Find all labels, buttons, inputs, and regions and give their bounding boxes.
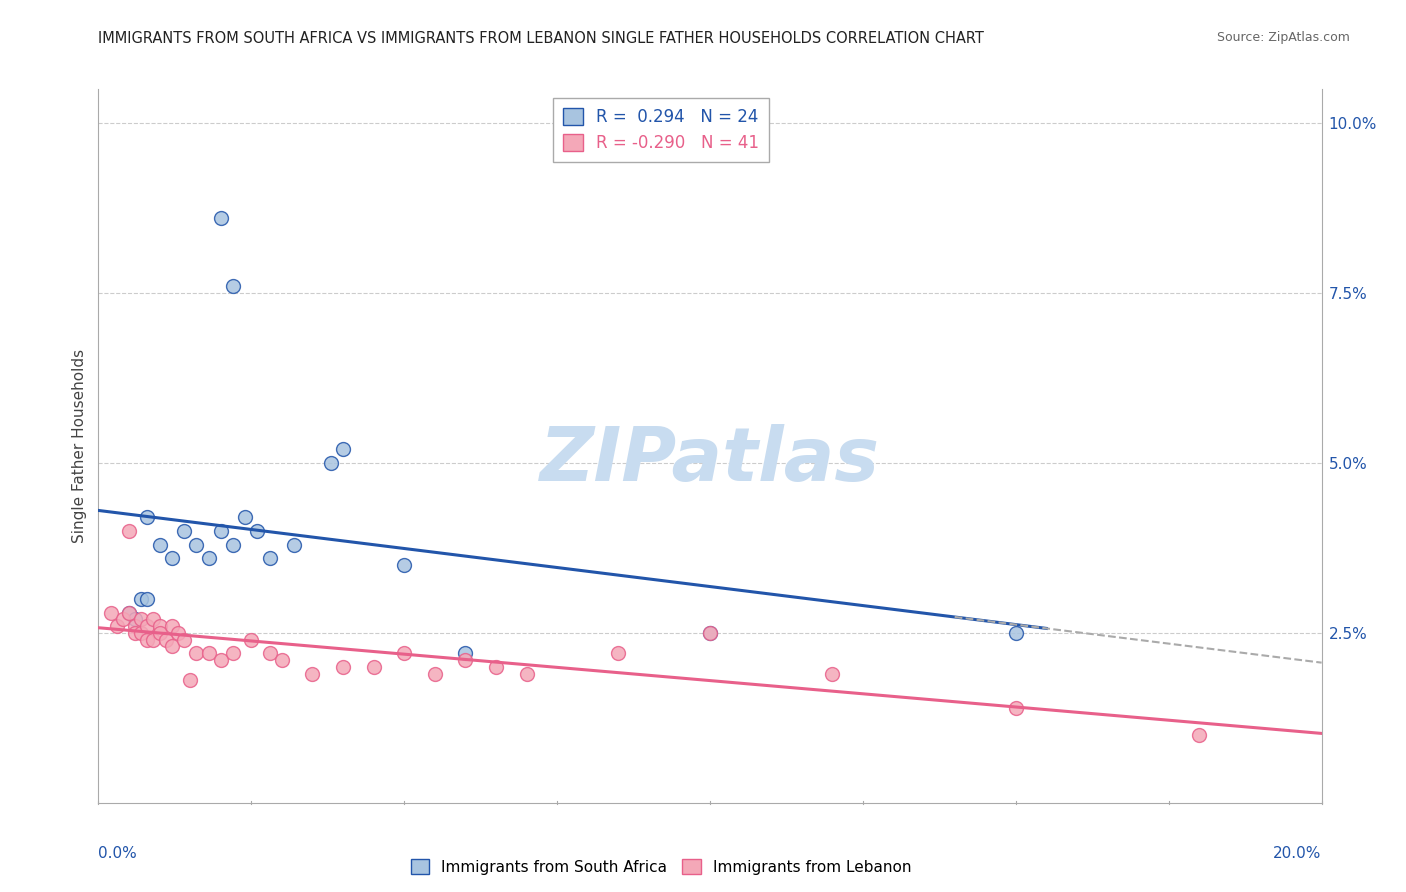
Point [118, 524, 141, 538]
Legend: Immigrants from South Africa, Immigrants from Lebanon: Immigrants from South Africa, Immigrants… [405, 853, 918, 880]
Text: 0.0%: 0.0% [98, 846, 138, 861]
Point [136, 510, 159, 524]
Point [136, 619, 159, 633]
Point [179, 673, 201, 688]
Point [118, 606, 141, 620]
Point [149, 537, 172, 551]
Point [173, 524, 195, 538]
Point [332, 442, 354, 457]
Text: Source: ZipAtlas.com: Source: ZipAtlas.com [1216, 31, 1350, 45]
Point [160, 640, 183, 654]
Point [155, 632, 177, 647]
Point [246, 524, 269, 538]
Point [160, 551, 183, 566]
Point [423, 666, 446, 681]
Point [222, 537, 245, 551]
Point [607, 646, 630, 660]
Point [283, 537, 305, 551]
Point [129, 612, 152, 626]
Point [167, 626, 190, 640]
Point [259, 551, 281, 566]
Point [485, 660, 508, 674]
Point [197, 551, 219, 566]
Point [124, 626, 146, 640]
Point [173, 632, 195, 647]
Point [1004, 626, 1026, 640]
Point [160, 619, 183, 633]
Point [149, 619, 172, 633]
Text: ZIPatlas: ZIPatlas [540, 424, 880, 497]
Point [270, 653, 292, 667]
Point [222, 646, 245, 660]
Point [118, 606, 141, 620]
Point [1004, 700, 1026, 714]
Point [454, 653, 477, 667]
Point [699, 626, 721, 640]
Y-axis label: Single Father Households: Single Father Households [72, 349, 87, 543]
Point [105, 619, 128, 633]
Point [186, 646, 208, 660]
Point [209, 211, 232, 226]
Point [363, 660, 385, 674]
Point [111, 612, 134, 626]
Point [1188, 728, 1211, 742]
Point [142, 632, 165, 647]
Point [332, 660, 354, 674]
Point [209, 524, 232, 538]
Point [149, 626, 172, 640]
Point [186, 537, 208, 551]
Point [516, 666, 538, 681]
Point [209, 653, 232, 667]
Point [124, 612, 146, 626]
Point [392, 558, 416, 572]
Point [699, 626, 721, 640]
Point [136, 632, 159, 647]
Point [392, 646, 416, 660]
Point [100, 606, 122, 620]
Point [319, 456, 342, 470]
Point [142, 612, 165, 626]
Point [136, 591, 159, 606]
Point [222, 279, 245, 293]
Point [454, 646, 477, 660]
Text: IMMIGRANTS FROM SOUTH AFRICA VS IMMIGRANTS FROM LEBANON SINGLE FATHER HOUSEHOLDS: IMMIGRANTS FROM SOUTH AFRICA VS IMMIGRAN… [98, 31, 984, 46]
Point [129, 626, 152, 640]
Point [259, 646, 281, 660]
Point [233, 510, 256, 524]
Point [197, 646, 219, 660]
Point [240, 632, 263, 647]
Text: 20.0%: 20.0% [1274, 846, 1322, 861]
Point [301, 666, 323, 681]
Point [129, 591, 152, 606]
Point [821, 666, 844, 681]
Point [124, 619, 146, 633]
